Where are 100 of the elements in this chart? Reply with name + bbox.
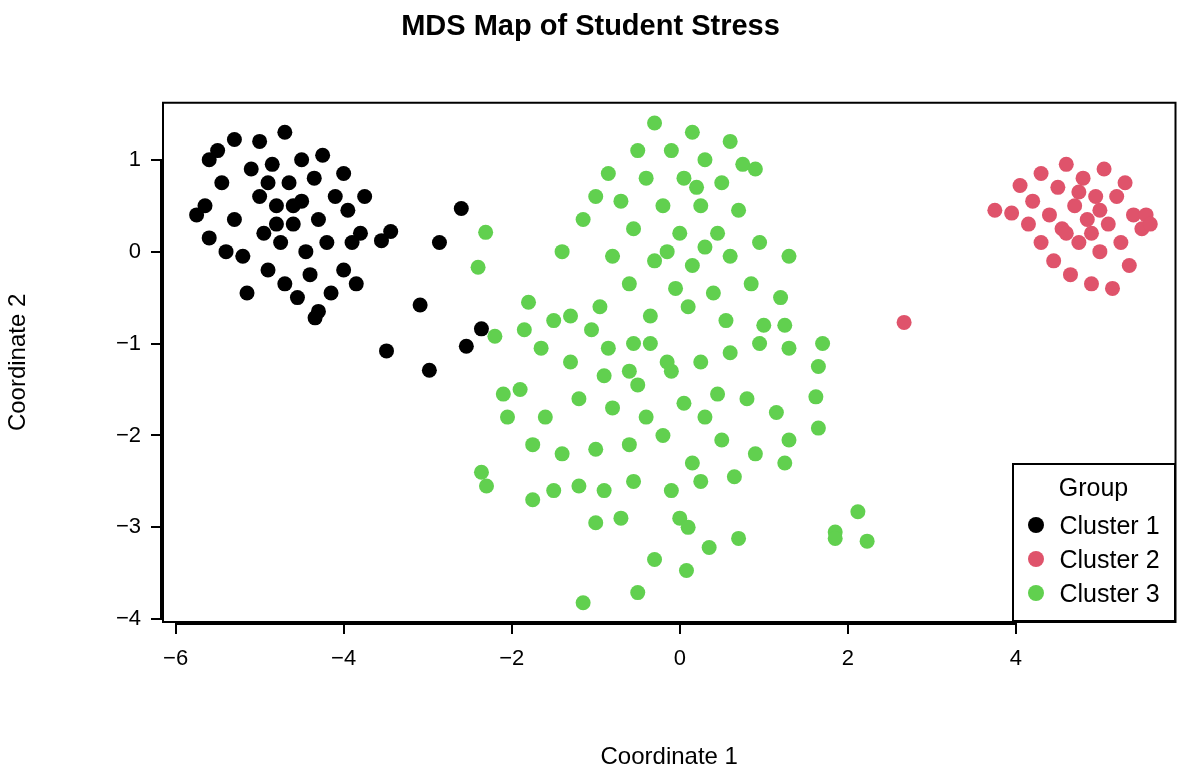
point	[1083, 225, 1099, 241]
point	[1121, 257, 1137, 273]
point	[1117, 175, 1133, 191]
point	[243, 161, 259, 177]
chart-title: MDS Map of Student Stress	[401, 9, 780, 42]
point	[453, 200, 469, 216]
x-tick-label: 2	[841, 645, 854, 671]
point	[310, 212, 326, 228]
point	[1062, 267, 1078, 283]
point	[352, 225, 368, 241]
point	[1109, 189, 1125, 205]
y-tick-label: −2	[115, 421, 141, 447]
point	[373, 233, 389, 249]
point	[1113, 234, 1129, 250]
point	[273, 234, 289, 250]
point	[252, 133, 268, 149]
point	[264, 156, 280, 172]
point	[260, 262, 276, 278]
point	[201, 230, 217, 246]
point	[1050, 179, 1066, 195]
point	[319, 234, 335, 250]
point	[260, 175, 276, 191]
point	[268, 198, 284, 214]
point	[298, 244, 314, 260]
point	[214, 175, 230, 191]
point	[1058, 225, 1074, 241]
point	[306, 170, 322, 186]
point	[1075, 170, 1091, 186]
point	[189, 207, 205, 223]
point	[1092, 202, 1108, 218]
point	[473, 321, 489, 337]
point	[987, 202, 1003, 218]
point	[1071, 234, 1087, 250]
point	[1041, 207, 1057, 223]
point	[281, 175, 297, 191]
point	[277, 276, 293, 292]
y-tick-label: −1	[115, 329, 141, 355]
point	[1079, 212, 1095, 228]
point	[1083, 276, 1099, 292]
point	[379, 343, 395, 359]
point	[218, 244, 234, 260]
point	[1033, 166, 1049, 182]
point	[421, 362, 437, 378]
legend-label: Cluster 3	[1059, 578, 1160, 609]
point	[277, 124, 293, 140]
x-tick-label: −4	[331, 645, 357, 671]
point	[1096, 161, 1112, 177]
point	[431, 234, 447, 250]
point	[226, 132, 242, 148]
point	[458, 338, 474, 354]
point	[285, 216, 301, 232]
point	[896, 314, 912, 330]
point	[252, 189, 268, 205]
point	[323, 285, 339, 301]
point	[294, 152, 310, 168]
point	[1004, 205, 1020, 221]
point	[1092, 244, 1108, 260]
point	[327, 189, 343, 205]
point	[307, 310, 323, 326]
point	[1088, 189, 1104, 205]
point	[1071, 184, 1087, 200]
point	[336, 166, 352, 182]
point	[226, 212, 242, 228]
y-tick-label: 1	[128, 145, 141, 171]
point	[1100, 216, 1116, 232]
legend-title: Group	[1057, 473, 1130, 502]
point	[357, 189, 373, 205]
point	[336, 262, 352, 278]
x-tick-label: −6	[163, 645, 189, 671]
point	[256, 225, 272, 241]
point	[210, 143, 226, 159]
point	[1058, 156, 1074, 172]
point	[344, 234, 360, 250]
point	[289, 290, 305, 306]
x-tick-label: −2	[499, 645, 525, 671]
x-axis-title: Coordinate 1	[600, 742, 738, 770]
x-tick-label: 4	[1009, 645, 1022, 671]
point	[285, 198, 301, 214]
point	[315, 147, 331, 163]
point	[235, 248, 251, 264]
legend-label: Cluster 2	[1059, 544, 1160, 575]
point	[1125, 207, 1141, 223]
point	[1025, 193, 1041, 209]
x-tick-label: 0	[673, 645, 686, 671]
legend-label: Cluster 1	[1059, 510, 1160, 541]
point	[1046, 253, 1062, 269]
point	[383, 223, 399, 239]
point	[268, 216, 284, 232]
point	[302, 267, 318, 283]
y-tick-label: −4	[115, 605, 141, 631]
y-tick-label: 0	[128, 237, 141, 263]
point	[1067, 198, 1083, 214]
point	[348, 276, 364, 292]
point	[239, 285, 255, 301]
point	[197, 198, 213, 214]
point	[412, 297, 428, 313]
point	[1033, 234, 1049, 250]
point	[1104, 280, 1120, 296]
point	[1012, 178, 1028, 193]
point	[340, 202, 356, 218]
